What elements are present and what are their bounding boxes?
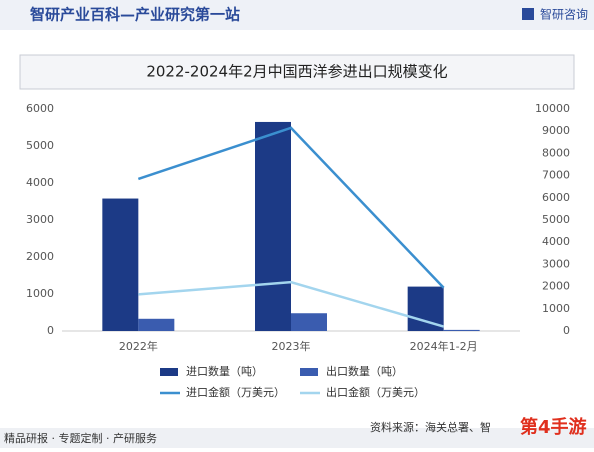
y2-tick-label: 3000 — [542, 257, 570, 270]
watermark: 第4手游 — [520, 416, 587, 438]
logo-icon — [522, 8, 534, 20]
y-tick-label: 4000 — [26, 176, 54, 189]
y2-tick-label: 10000 — [535, 102, 570, 115]
bar — [138, 318, 175, 331]
header-title: 智研产业百科—产业研究第一站 — [30, 6, 240, 24]
y2-tick-label: 7000 — [542, 169, 570, 182]
y2-tick-label: 6000 — [542, 191, 570, 204]
y-tick-label: 0 — [47, 324, 54, 337]
y-tick-label: 5000 — [26, 139, 54, 152]
y2-tick-label: 5000 — [542, 213, 570, 226]
y2-tick-label: 0 — [563, 324, 570, 337]
legend-label: 出口金额（万美元） — [326, 385, 425, 399]
y2-tick-label: 9000 — [542, 124, 570, 137]
legend-label: 进口金额（万美元） — [186, 385, 285, 399]
legend-swatch — [300, 368, 318, 376]
bar — [102, 198, 139, 331]
logo-text: 智研咨询 — [540, 7, 588, 22]
y2-tick-label: 8000 — [542, 146, 570, 159]
y2-tick-label: 1000 — [542, 302, 570, 315]
footer-left: 精品研报 · 专题定制 · 产研服务 — [4, 431, 157, 445]
header-bar — [0, 0, 594, 30]
bar — [443, 329, 480, 331]
line — [137, 126, 445, 289]
legend-swatch — [160, 368, 178, 376]
x-tick-label: 2022年 — [119, 339, 158, 353]
y2-tick-label: 4000 — [542, 235, 570, 248]
source: 资料来源：海关总署、智 — [370, 420, 491, 434]
x-tick-label: 2023年 — [272, 339, 311, 353]
y-tick-label: 2000 — [26, 250, 54, 263]
y-tick-label: 1000 — [26, 287, 54, 300]
x-tick-label: 2024年1-2月 — [410, 339, 478, 353]
y-tick-label: 3000 — [26, 213, 54, 226]
legend-label: 出口数量（吨） — [326, 364, 403, 378]
footer-bar — [0, 428, 594, 448]
bar — [255, 121, 291, 331]
bar — [291, 313, 327, 331]
y2-tick-label: 2000 — [542, 280, 570, 293]
chart-title: 2022-2024年2月中国西洋参进出口规模变化 — [146, 63, 447, 81]
title-box — [19, 54, 575, 90]
line — [138, 280, 445, 328]
legend-label: 进口数量（吨） — [186, 365, 263, 378]
y-tick-label: 6000 — [26, 102, 54, 115]
